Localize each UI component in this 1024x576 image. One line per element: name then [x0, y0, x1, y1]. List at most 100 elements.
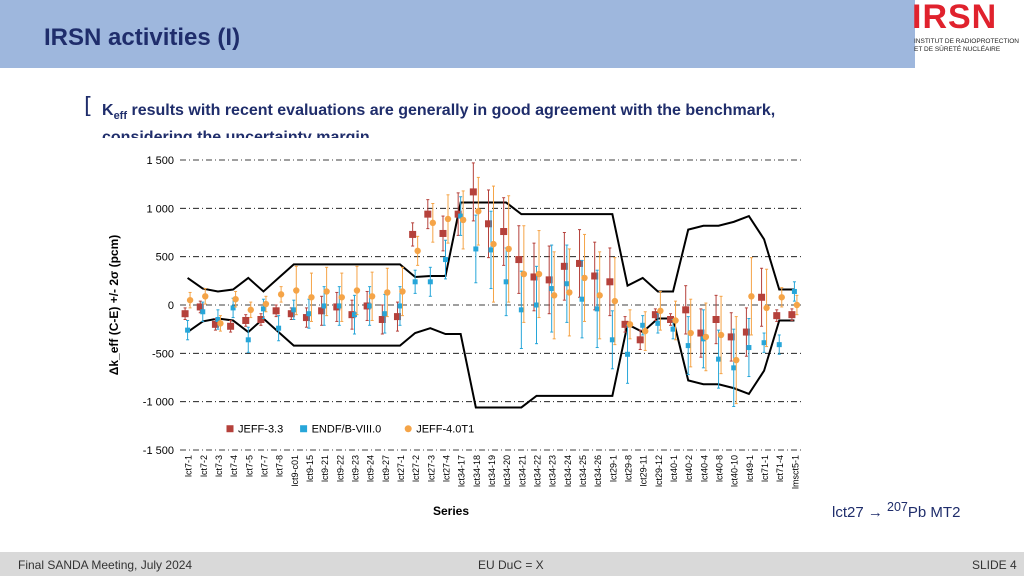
x-tick-label: lct34-20 [502, 455, 512, 487]
y-tick-label: 500 [156, 252, 174, 264]
x-axis-title: Series [433, 504, 469, 518]
data-point-1 [412, 279, 418, 285]
keff-chart: 1 500 1 000 500 0 -500 -1 000 -1 500 lct7-1 lct7… [102, 150, 812, 545]
x-tick-label: lct40-2 [684, 455, 694, 482]
data-point-0 [560, 262, 568, 270]
bullet-sub: eff [113, 110, 128, 123]
data-point-1 [640, 322, 646, 328]
data-point-2 [520, 270, 528, 278]
x-tick-label: lct29-1 [608, 455, 618, 482]
x-tick-label: lct29-8 [624, 455, 634, 482]
x-tick-label: lct7-2 [199, 455, 209, 477]
footer-left: Final SANDA Meeting, July 2024 [18, 558, 193, 572]
data-point-1 [442, 257, 448, 263]
data-point-0 [667, 316, 675, 323]
data-point-0 [788, 311, 796, 319]
data-point-1 [746, 345, 752, 351]
data-point-0 [196, 303, 204, 311]
data-point-2 [793, 301, 801, 309]
data-point-0 [318, 307, 326, 315]
x-tick-label: lct9-21 [320, 455, 330, 482]
data-point-2 [581, 274, 588, 282]
data-point-2 [702, 333, 710, 341]
data-point-2 [611, 297, 619, 305]
data-point-1 [321, 303, 327, 309]
y-tick-label: -1 500 [143, 445, 174, 457]
arrow-icon: → [867, 504, 883, 521]
y-tick-label: 1 500 [146, 155, 174, 167]
y-tick-label: 1 000 [146, 203, 174, 215]
x-tick-label: lct9-15 [305, 455, 315, 482]
data-point-2 [733, 356, 740, 364]
bullet-marker: [ [84, 94, 93, 119]
data-point-1 [564, 281, 570, 287]
x-tick-label: lct29-12 [654, 455, 664, 487]
x-tick-label: lct7-7 [259, 455, 269, 477]
x-tick-label: lct49-1 [745, 455, 755, 482]
x-tick-label: lct34-21 [517, 455, 527, 487]
data-point-0 [545, 276, 553, 284]
data-point-0 [606, 278, 614, 286]
data-point-1 [670, 326, 676, 332]
x-tick-label: lct7-5 [244, 455, 254, 477]
data-point-0 [742, 328, 750, 336]
data-point-2 [368, 293, 376, 300]
x-tick-label: lct34-24 [563, 455, 573, 487]
data-point-0 [424, 210, 432, 218]
data-point-0 [469, 188, 477, 196]
bullet-text: Keff results with recent evaluations are… [102, 100, 862, 138]
data-point-0 [242, 316, 250, 324]
data-point-0 [333, 303, 341, 311]
x-tick-label: lct9-22 [335, 455, 345, 482]
y-tick-label: -500 [152, 348, 174, 360]
data-point-2 [202, 293, 209, 300]
data-point-1 [534, 302, 540, 308]
footer-right: SLIDE 4 [972, 558, 1017, 572]
data-point-2 [490, 240, 497, 248]
y-tick-label: 0 [168, 300, 174, 312]
data-point-2 [384, 289, 391, 296]
x-tick-label: lct7-3 [214, 455, 224, 477]
data-point-2 [186, 296, 194, 304]
x-tick-label: lct9-c01 [290, 455, 300, 487]
data-point-1 [776, 342, 782, 348]
data-point-1 [336, 303, 342, 309]
data-point-1 [351, 312, 357, 318]
x-tick-label: lct9-27 [381, 455, 391, 482]
x-tick-label: lct27-4 [441, 455, 451, 482]
data-point-2 [778, 294, 785, 301]
x-tick-label: lct29-11 [639, 455, 649, 486]
data-point-1 [276, 325, 282, 331]
x-tick-label: lct40-8 [715, 455, 725, 482]
y-axis-title: Δk_eff (C-E) +/- 2σ (pcm) [107, 235, 121, 376]
data-point-1 [200, 309, 206, 315]
data-point-1 [291, 307, 297, 313]
legend-label: JEFF-4.0T1 [416, 424, 474, 436]
x-tick-label: lct71-4 [775, 455, 785, 482]
data-point-2 [323, 288, 330, 295]
x-tick-label: lct7-8 [275, 455, 285, 477]
data-point-2 [535, 270, 543, 278]
data-point-2 [505, 245, 512, 253]
data-point-1 [230, 305, 236, 311]
data-point-2 [232, 296, 239, 303]
annotation-post: Pb MT2 [907, 504, 961, 521]
data-point-1 [518, 307, 524, 313]
data-point-2 [429, 219, 437, 227]
data-point-0 [227, 322, 235, 330]
logo-subtitle: INSTITUT DE RADIOPROTECTION ET DE SÛRETÉ… [914, 38, 1019, 54]
x-tick-label: lct27-2 [411, 455, 421, 482]
data-point-2 [277, 291, 285, 298]
data-point-1 [579, 296, 585, 302]
annotation-pre: lct27 [832, 504, 868, 521]
data-point-0 [272, 307, 280, 315]
data-point-1 [761, 340, 767, 346]
x-tick-label: lct34-22 [533, 455, 543, 487]
data-point-0 [651, 311, 659, 319]
irsn-logo: IRSN INSTITUT DE RADIOPROTECTION ET DE S… [912, 0, 1024, 68]
annotation: lct27 → 207Pb MT2 [832, 500, 960, 521]
data-point-2 [293, 287, 300, 294]
data-point-2 [308, 294, 315, 301]
data-point-2 [626, 321, 634, 328]
x-tick-label: lct40-10 [730, 455, 740, 487]
